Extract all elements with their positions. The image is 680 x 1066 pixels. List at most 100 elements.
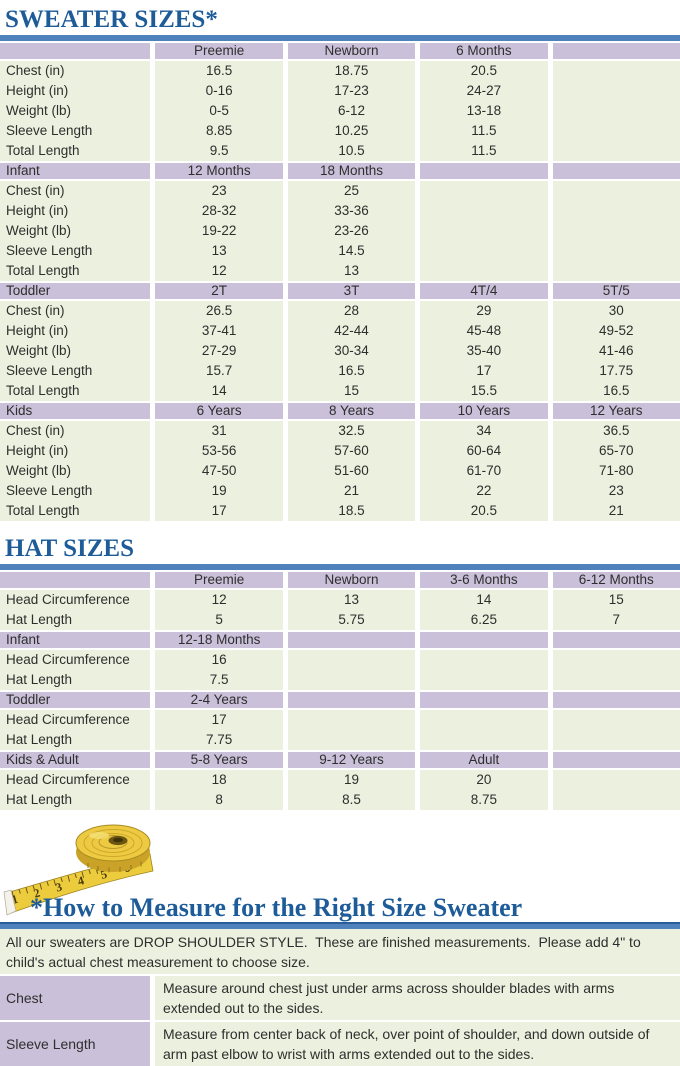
tape-coil [75,824,151,873]
value-cell: 41-46 [552,341,680,361]
value-cell: 13 [287,261,416,281]
value-cell: 8.5 [287,790,416,810]
value-cell: 18.75 [287,61,416,81]
value-cell: 6-12 [287,101,416,121]
column-header-cell: Newborn [287,570,416,590]
section-header-row: Preemie Newborn 6 Months [0,41,680,61]
section-header-row: Infant 12 Months 18 Months [0,161,680,181]
value-cell [552,241,680,261]
table-row: Chest (in) 16.5 18.75 20.5 [0,61,680,81]
value-cell: 60-64 [420,441,548,461]
section-header-row: Toddler 2-4 Years [0,690,680,710]
measure-row-sleeve-length: Sleeve Length Measure from center back o… [0,1022,680,1066]
value-cell: 31 [155,421,283,441]
value-cell: 20.5 [420,501,548,521]
column-header-cell: 6-12 Months [552,570,680,590]
value-cell: 9.5 [155,141,283,161]
how-to-measure-title: *How to Measure for the Right Size Sweat… [30,893,523,922]
value-cell: 20 [420,770,548,790]
table-row: Chest (in) 26.5 28 29 30 [0,301,680,321]
tape-tip [3,889,17,916]
value-cell [552,790,680,810]
hat-table-wrap: Preemie Newborn 3-6 Months 6-12 Months Head … [0,570,680,810]
table-row: Weight (lb) 47-50 51-60 61-70 71-80 [0,461,680,481]
value-cell: 17 [155,501,283,521]
row-label-cell: Sleeve Length [0,121,151,141]
value-cell: 53-56 [155,441,283,461]
row-label-cell: Height (in) [0,81,151,101]
column-header-cell [552,750,680,770]
column-header-cell: 5T/5 [552,281,680,301]
column-header-cell: 6 Months [420,41,548,61]
value-cell [552,181,680,201]
value-cell: 23 [552,481,680,501]
value-cell: 16.5 [287,361,416,381]
value-cell: 28 [287,301,416,321]
table-row: Chest (in) 31 32.5 34 36.5 [0,421,680,441]
value-cell: 49-52 [552,321,680,341]
table-row: Total Length 17 18.5 20.5 21 [0,501,680,521]
value-cell: 15 [287,381,416,401]
value-cell: 17 [420,361,548,381]
column-header-cell: 8 Years [287,401,416,421]
value-cell: 15.5 [420,381,548,401]
value-cell [287,670,416,690]
column-header-cell: 12 Years [552,401,680,421]
row-label-cell: Sleeve Length [0,241,151,261]
row-label-cell: Chest (in) [0,181,151,201]
column-header-cell: 12 Months [155,161,283,181]
value-cell: 18.5 [287,501,416,521]
value-cell: 15.7 [155,361,283,381]
row-label-cell: Height (in) [0,201,151,221]
column-header-cell [287,690,416,710]
column-header-cell [420,630,548,650]
value-cell [420,650,548,670]
svg-text:4: 4 [76,873,86,888]
row-label-cell: Chest (in) [0,301,151,321]
value-cell: 24-27 [420,81,548,101]
value-cell: 17-23 [287,81,416,101]
section-header-row: Preemie Newborn 3-6 Months 6-12 Months [0,570,680,590]
value-cell [552,101,680,121]
column-header-cell: Preemie [155,41,283,61]
row-label-cell: Head Circumference [0,650,151,670]
svg-text:2: 2 [32,886,42,901]
value-cell [287,710,416,730]
hat-size-table: Preemie Newborn 3-6 Months 6-12 Months Head … [0,570,680,810]
measure-row-description: Measure from center back of neck, over p… [155,1022,680,1066]
row-label-cell: Sleeve Length [0,361,151,381]
value-cell: 16 [155,650,283,670]
value-cell: 61-70 [420,461,548,481]
value-cell: 6.25 [420,610,548,630]
value-cell: 7 [552,610,680,630]
value-cell: 8.75 [420,790,548,810]
value-cell: 47-50 [155,461,283,481]
value-cell: 30-34 [287,341,416,361]
column-header-cell: 10 Years [420,401,548,421]
value-cell [287,730,416,750]
section-title-cell: Toddler [0,690,151,710]
hat-sizes-title: HAT SIZES [5,535,135,562]
section-header-row: Toddler 2T 3T 4T/4 5T/5 [0,281,680,301]
sweater-accent-bar [0,35,680,41]
value-cell: 21 [552,501,680,521]
column-header-cell: 2-4 Years [155,690,283,710]
table-row: Head Circumference 12 13 14 15 [0,590,680,610]
column-header-cell: 3-6 Months [420,570,548,590]
column-header-cell [420,690,548,710]
value-cell: 5 [155,610,283,630]
row-label-cell: Sleeve Length [0,481,151,501]
svg-text:1: 1 [10,892,20,907]
table-row: Head Circumference 17 [0,710,680,730]
value-cell: 7.5 [155,670,283,690]
value-cell: 30 [552,301,680,321]
row-label-cell: Head Circumference [0,710,151,730]
section-title-cell [0,570,151,590]
value-cell: 8.85 [155,121,283,141]
table-row: Head Circumference 16 [0,650,680,670]
table-row: Total Length 9.5 10.5 11.5 [0,141,680,161]
section-header-row: Kids 6 Years 8 Years 10 Years 12 Years [0,401,680,421]
row-label-cell: Hat Length [0,730,151,750]
section-header-row: Kids & Adult 5-8 Years 9-12 Years Adult [0,750,680,770]
value-cell: 23 [155,181,283,201]
